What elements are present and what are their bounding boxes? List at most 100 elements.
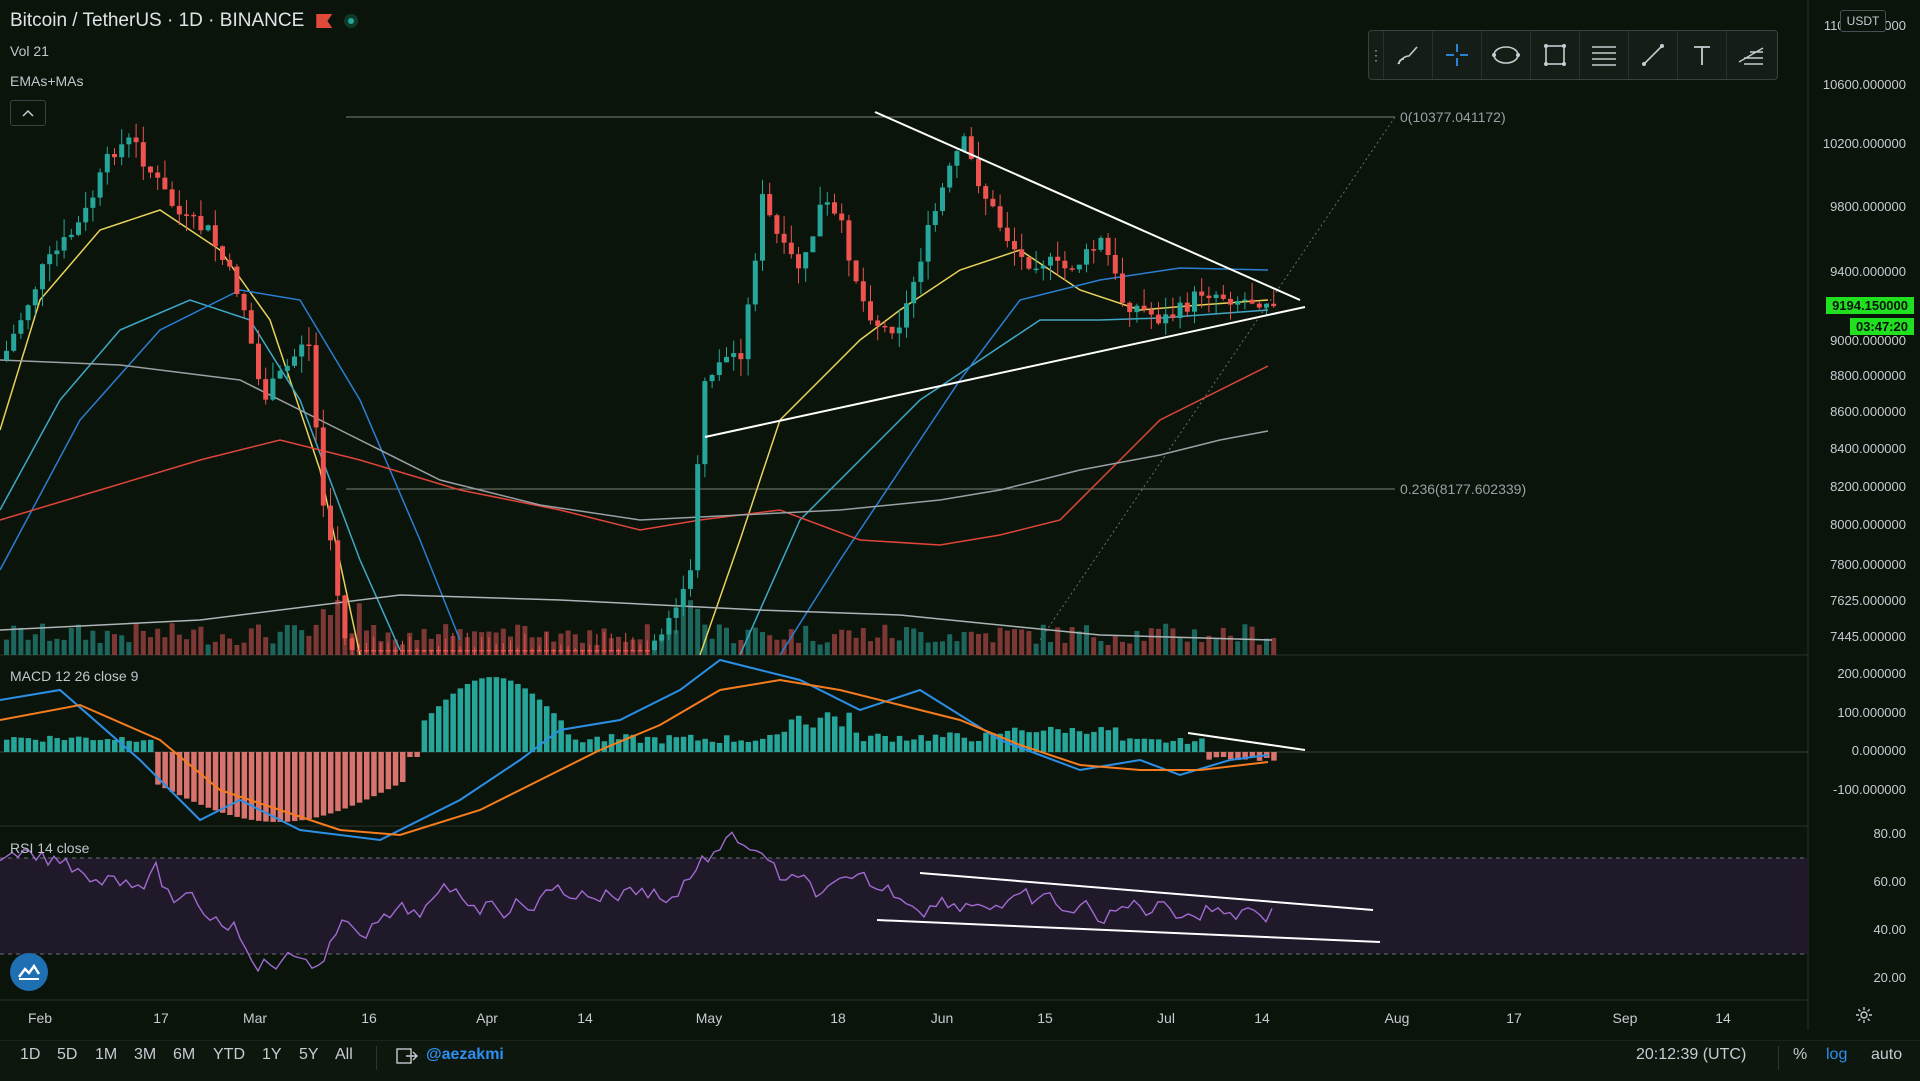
- timeframe-1y[interactable]: 1Y: [262, 1046, 282, 1063]
- macd-histogram-bar: [61, 740, 68, 752]
- volume-bar: [299, 630, 305, 655]
- macd-histogram-bar: [1084, 733, 1090, 752]
- macd-histogram-bar: [1235, 752, 1241, 761]
- macd-histogram-bar: [1271, 752, 1277, 761]
- timeframe-3m[interactable]: 3M: [134, 1046, 157, 1063]
- text-tool-button[interactable]: [1677, 31, 1726, 79]
- candle-body: [414, 650, 420, 652]
- drag-handle-icon[interactable]: ⋮: [1369, 46, 1383, 63]
- volume-bar: [140, 630, 146, 655]
- volume-label[interactable]: Vol 21: [10, 43, 49, 59]
- volume-bar: [1076, 631, 1082, 655]
- candle-body: [637, 650, 643, 652]
- flag-icon[interactable]: [316, 14, 333, 28]
- candle-body: [263, 379, 269, 400]
- volume-bar: [1062, 642, 1068, 655]
- volume-bar: [954, 641, 960, 655]
- rsi-label[interactable]: RSI 14 close: [10, 840, 90, 856]
- price-label: 10200.000000: [1822, 136, 1906, 151]
- volume-bar: [904, 627, 909, 655]
- volume-bar: [803, 625, 809, 655]
- volume-bar: [1271, 638, 1277, 655]
- ma-label[interactable]: EMAs+MAs: [10, 73, 84, 89]
- currency-button[interactable]: USDT: [1840, 10, 1886, 32]
- tradingview-logo-icon[interactable]: [10, 953, 48, 991]
- percent-toggle[interactable]: %: [1793, 1046, 1808, 1063]
- timeframe-1m[interactable]: 1M: [95, 1046, 118, 1063]
- macd-histogram-bar: [162, 752, 168, 789]
- candle-body: [220, 246, 225, 260]
- candle-body: [342, 595, 348, 639]
- crosshair-tool-button[interactable]: [1432, 31, 1481, 79]
- candle-body: [536, 650, 542, 652]
- macd-histogram-bar: [810, 727, 816, 752]
- volume-bar: [320, 609, 326, 655]
- candle-body: [788, 242, 794, 255]
- fib-tool-button[interactable]: [1579, 31, 1628, 79]
- volume-bar: [119, 635, 125, 655]
- candle-body: [320, 427, 326, 506]
- macd-histogram-bar: [500, 678, 507, 752]
- rectangle-tool-button[interactable]: [1530, 31, 1579, 79]
- candle-body: [659, 634, 665, 641]
- macd-label[interactable]: MACD 12 26 close 9: [10, 668, 139, 684]
- volume-bar: [40, 623, 45, 655]
- timeframe-5d[interactable]: 5D: [57, 1046, 78, 1063]
- volume-bar: [940, 641, 945, 655]
- macd-histogram-bar: [889, 741, 896, 752]
- candle-body: [306, 344, 312, 347]
- macd-histogram-bar: [385, 752, 392, 790]
- timeframe-ytd[interactable]: YTD: [213, 1046, 245, 1063]
- volume-bar: [364, 630, 369, 655]
- chart-settings-button[interactable]: [1855, 1006, 1873, 1029]
- candle-body: [1127, 302, 1133, 313]
- volume-bar: [227, 638, 233, 655]
- timeframe-6m[interactable]: 6M: [173, 1046, 196, 1063]
- trendline-tool-button[interactable]: [1628, 31, 1677, 79]
- volume-bar: [572, 634, 578, 655]
- time-label: Jul: [1157, 1010, 1175, 1026]
- macd-histogram-bar: [169, 752, 176, 792]
- auto-toggle[interactable]: auto: [1871, 1046, 1903, 1063]
- author-handle[interactable]: @aezakmi: [426, 1046, 504, 1063]
- macd-histogram-bar: [220, 752, 226, 813]
- rsi-scale-label: 40.00: [1873, 922, 1906, 937]
- macd-histogram-bar: [263, 752, 269, 822]
- timeframe-all[interactable]: All: [335, 1046, 353, 1063]
- candle-body: [889, 326, 895, 334]
- log-toggle[interactable]: log: [1826, 1046, 1848, 1063]
- candle-body: [493, 650, 499, 652]
- timeframe-5y[interactable]: 5Y: [299, 1046, 319, 1063]
- utc-clock[interactable]: 20:12:39 (UTC): [1636, 1046, 1747, 1063]
- goto-date-button[interactable]: [396, 1046, 418, 1071]
- price-scale[interactable]: 11000.000000 10600.000000 10200.000000 9…: [1808, 0, 1920, 1000]
- candle-body: [328, 505, 333, 541]
- macd-histogram-bar: [241, 752, 248, 819]
- volume-bar: [421, 628, 427, 655]
- brush-tool-button[interactable]: [1383, 31, 1432, 79]
- timeframe-1d[interactable]: 1D: [20, 1046, 41, 1063]
- macd-histogram-bar: [1141, 738, 1148, 752]
- fib-retracement-icon: [1592, 46, 1616, 66]
- volume-bar: [911, 628, 917, 655]
- macd-scale-label: 200.000000: [1837, 666, 1906, 681]
- macd-histogram-bar: [306, 752, 312, 819]
- macd-histogram-bar: [788, 719, 795, 752]
- candle-body: [133, 137, 139, 143]
- pitchfork-tool-button[interactable]: [1726, 31, 1775, 79]
- volume-bar: [1120, 641, 1125, 655]
- candle-body: [140, 142, 146, 167]
- macd-histogram-bar: [983, 732, 989, 752]
- volume-bar: [169, 623, 175, 655]
- volume-bar: [270, 643, 276, 655]
- collapse-legend-button[interactable]: [10, 100, 46, 126]
- volume-bar: [882, 624, 888, 655]
- macd-histogram-bar: [198, 752, 204, 805]
- macd-histogram-bar: [457, 688, 464, 752]
- candle-body: [961, 136, 967, 152]
- volume-bar: [551, 641, 557, 655]
- macd-scale-label: 0.000000: [1851, 743, 1906, 758]
- ellipse-tool-button[interactable]: [1481, 31, 1530, 79]
